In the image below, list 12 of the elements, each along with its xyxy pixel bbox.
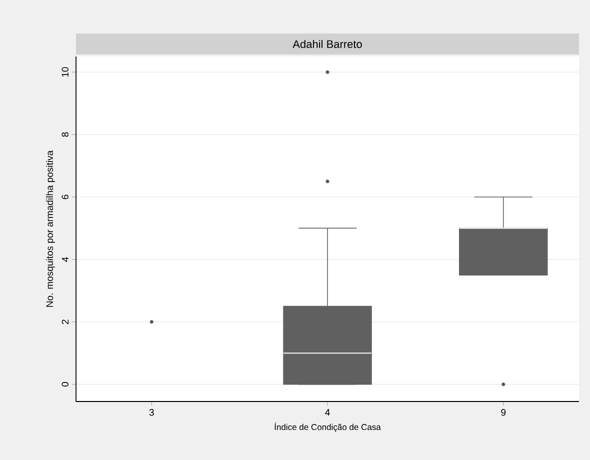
chart-title: Adahil Barreto — [292, 40, 362, 48]
x-axis-title: Índice de Condição de Casa — [274, 422, 381, 432]
y-axis-title: No. mosquitos por armadilha positiva — [46, 150, 55, 307]
x-tick-label: 3 — [149, 409, 154, 416]
y-tick-label: 8 — [62, 132, 68, 137]
y-tick-label: 6 — [62, 194, 68, 200]
y-tick-label: 2 — [62, 320, 68, 324]
x-tick-label: 9 — [501, 409, 506, 416]
y-tick-label: 4 — [62, 257, 68, 262]
y-tick-label: 10 — [62, 67, 68, 77]
x-tick-label: 4 — [325, 409, 330, 416]
y-tick-label: 0 — [62, 382, 68, 387]
